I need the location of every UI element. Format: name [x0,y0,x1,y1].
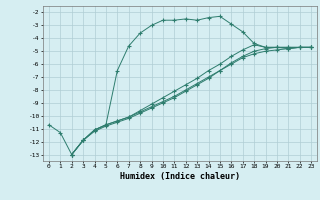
X-axis label: Humidex (Indice chaleur): Humidex (Indice chaleur) [120,172,240,181]
